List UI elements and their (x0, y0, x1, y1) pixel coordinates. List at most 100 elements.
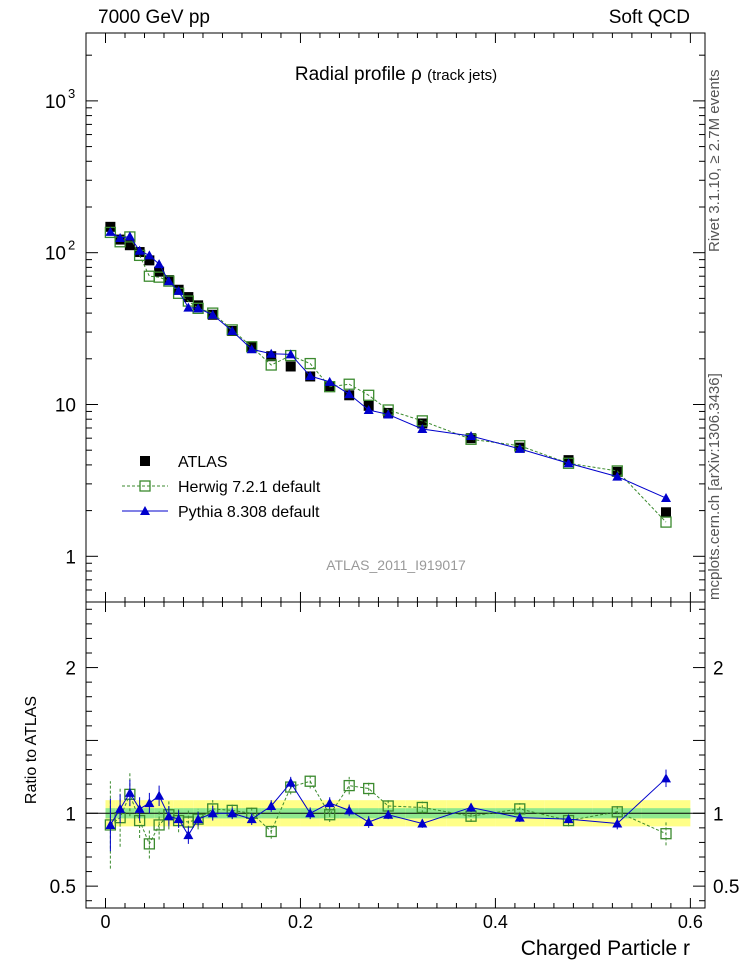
analysis-watermark: ATLAS_2011_I919017 (326, 557, 466, 573)
ratio-point (363, 817, 374, 827)
data-point (285, 349, 296, 359)
data-point (124, 240, 135, 251)
ratio-point (285, 777, 296, 787)
ratio-tick-label: 0.5 (50, 877, 76, 898)
data-point (154, 259, 165, 269)
data-point (383, 409, 394, 419)
ratio-point (612, 818, 623, 828)
ratio-point (134, 803, 145, 813)
ratio-point (305, 808, 316, 818)
data-point (144, 255, 155, 266)
data-point (305, 371, 316, 381)
data-point (324, 376, 335, 386)
data-point (193, 303, 204, 313)
ratio-point (611, 806, 623, 818)
y-tick-exponent: 3 (68, 86, 75, 101)
y-tick-label: 10 (55, 395, 76, 416)
data-point (105, 226, 116, 236)
ratio-point (163, 811, 174, 821)
axes (85, 32, 706, 909)
ratio-tick-label: 2 (65, 659, 76, 680)
ratio-point (154, 790, 165, 800)
chart-title: Radial profile ρ (track jets) (295, 64, 497, 85)
ratio-point (363, 782, 375, 795)
rivet-version-label: Rivet 3.1.10, ≥ 2.7M events (706, 69, 723, 253)
ratio-point (343, 779, 355, 792)
legend-marker (140, 506, 150, 515)
ratio-axis-label: Ratio to ATLAS (23, 696, 40, 804)
ratio-point (207, 808, 218, 818)
data-point (144, 250, 155, 260)
y-tick-exponent: 2 (68, 238, 75, 253)
ratio-point (514, 812, 525, 822)
data-point (173, 285, 184, 295)
ratio-point (153, 819, 165, 831)
legend-label: Herwig 7.2.1 default (178, 479, 321, 496)
legend-marker (140, 456, 150, 466)
data-point (514, 443, 525, 453)
data-point (115, 232, 126, 242)
energy-label: 7000 GeV pp (98, 7, 210, 28)
ratio-point (563, 814, 574, 824)
process-label: Soft QCD (608, 7, 690, 28)
ratio-point (344, 805, 355, 815)
ratio-tick-label-right: 0.5 (713, 877, 739, 898)
data-point (363, 404, 374, 414)
data-point (417, 423, 428, 433)
data-point (417, 418, 428, 429)
data-point (183, 302, 194, 312)
x-tick-label: 0.6 (678, 912, 703, 932)
ratio-point (144, 798, 155, 808)
ratio-point (124, 787, 135, 797)
ratio-point (324, 798, 335, 808)
ratio-frame (85, 601, 706, 909)
ratio-tick-label-right: 2 (713, 659, 724, 680)
mcplots-reference-label: mcplots.cern.ch [arXiv:1306.3436] (706, 373, 723, 600)
y-tick-label: 10 (45, 92, 66, 113)
ratio-point (246, 814, 257, 824)
ratio-point (105, 819, 116, 829)
data-point (363, 389, 375, 401)
data-point (612, 471, 623, 481)
data-point (466, 431, 477, 441)
data-point (304, 357, 316, 370)
ratio-point (660, 828, 672, 840)
ratio-point (115, 803, 126, 813)
ratio-point (265, 825, 277, 838)
data-point (266, 348, 277, 358)
data-point (344, 389, 355, 399)
ratio-point (324, 809, 336, 821)
ratio-point (173, 814, 184, 824)
data-point (265, 359, 277, 371)
data-point (227, 325, 238, 335)
data-point (134, 245, 145, 255)
data-point (563, 458, 574, 468)
ratio-point (383, 809, 394, 819)
ratio-tick-label-right: 1 (713, 804, 724, 825)
ratio-point (227, 808, 238, 818)
ratio-tick-label: 1 (65, 804, 76, 825)
y-tick-label: 10 (45, 244, 66, 265)
ratio-point (417, 818, 428, 828)
data-point (183, 292, 194, 303)
x-axis-label: Charged Particle r (521, 937, 690, 960)
data-point (661, 493, 672, 503)
x-tick-label: 0 (100, 912, 110, 932)
data-point (660, 516, 672, 528)
data-point (163, 276, 174, 286)
ratio-point (304, 775, 316, 787)
ratio-point (266, 801, 277, 810)
ratio-point (143, 838, 156, 850)
x-tick-label: 0.4 (483, 912, 508, 932)
ratio-point (183, 830, 194, 840)
ratio-point (416, 801, 428, 814)
data-point (124, 231, 135, 241)
data-series (104, 221, 672, 869)
legend-marker (139, 480, 151, 492)
ratio-point (193, 814, 204, 824)
ratio-point (466, 802, 477, 812)
series-line-1 (110, 232, 667, 523)
data-point (207, 309, 218, 319)
